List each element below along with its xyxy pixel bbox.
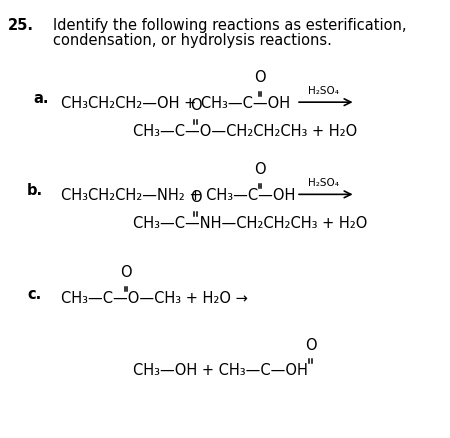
Text: CH₃—C—O—CH₃ + H₂O →: CH₃—C—O—CH₃ + H₂O → [61,290,248,305]
Text: H₂SO₄: H₂SO₄ [308,85,338,95]
Text: O: O [190,190,202,205]
Text: CH₃CH₂CH₂—OH + CH₃—C—OH: CH₃CH₂CH₂—OH + CH₃—C—OH [61,95,290,110]
Text: O: O [190,98,202,113]
Text: c.: c. [27,286,41,301]
Text: 25.: 25. [8,18,34,32]
Text: CH₃—C—NH—CH₂CH₂CH₃ + H₂O: CH₃—C—NH—CH₂CH₂CH₃ + H₂O [133,216,367,231]
Text: condensation, or hydrolysis reactions.: condensation, or hydrolysis reactions. [53,33,332,48]
Text: Identify the following reactions as esterification,: Identify the following reactions as este… [53,18,407,32]
Text: b.: b. [27,183,43,198]
Text: O: O [254,70,266,85]
Text: a.: a. [34,91,49,106]
Text: O: O [305,337,316,352]
Text: O: O [120,265,132,279]
Text: CH₃—OH + CH₃—C—OH: CH₃—OH + CH₃—C—OH [133,363,308,378]
Text: H₂SO₄: H₂SO₄ [308,177,338,187]
Text: CH₃—C—O—CH₂CH₂CH₃ + H₂O: CH₃—C—O—CH₂CH₂CH₃ + H₂O [133,124,357,139]
Text: CH₃CH₂CH₂—NH₂ + CH₃—C—OH: CH₃CH₂CH₂—NH₂ + CH₃—C—OH [61,187,295,202]
Text: O: O [254,162,266,177]
